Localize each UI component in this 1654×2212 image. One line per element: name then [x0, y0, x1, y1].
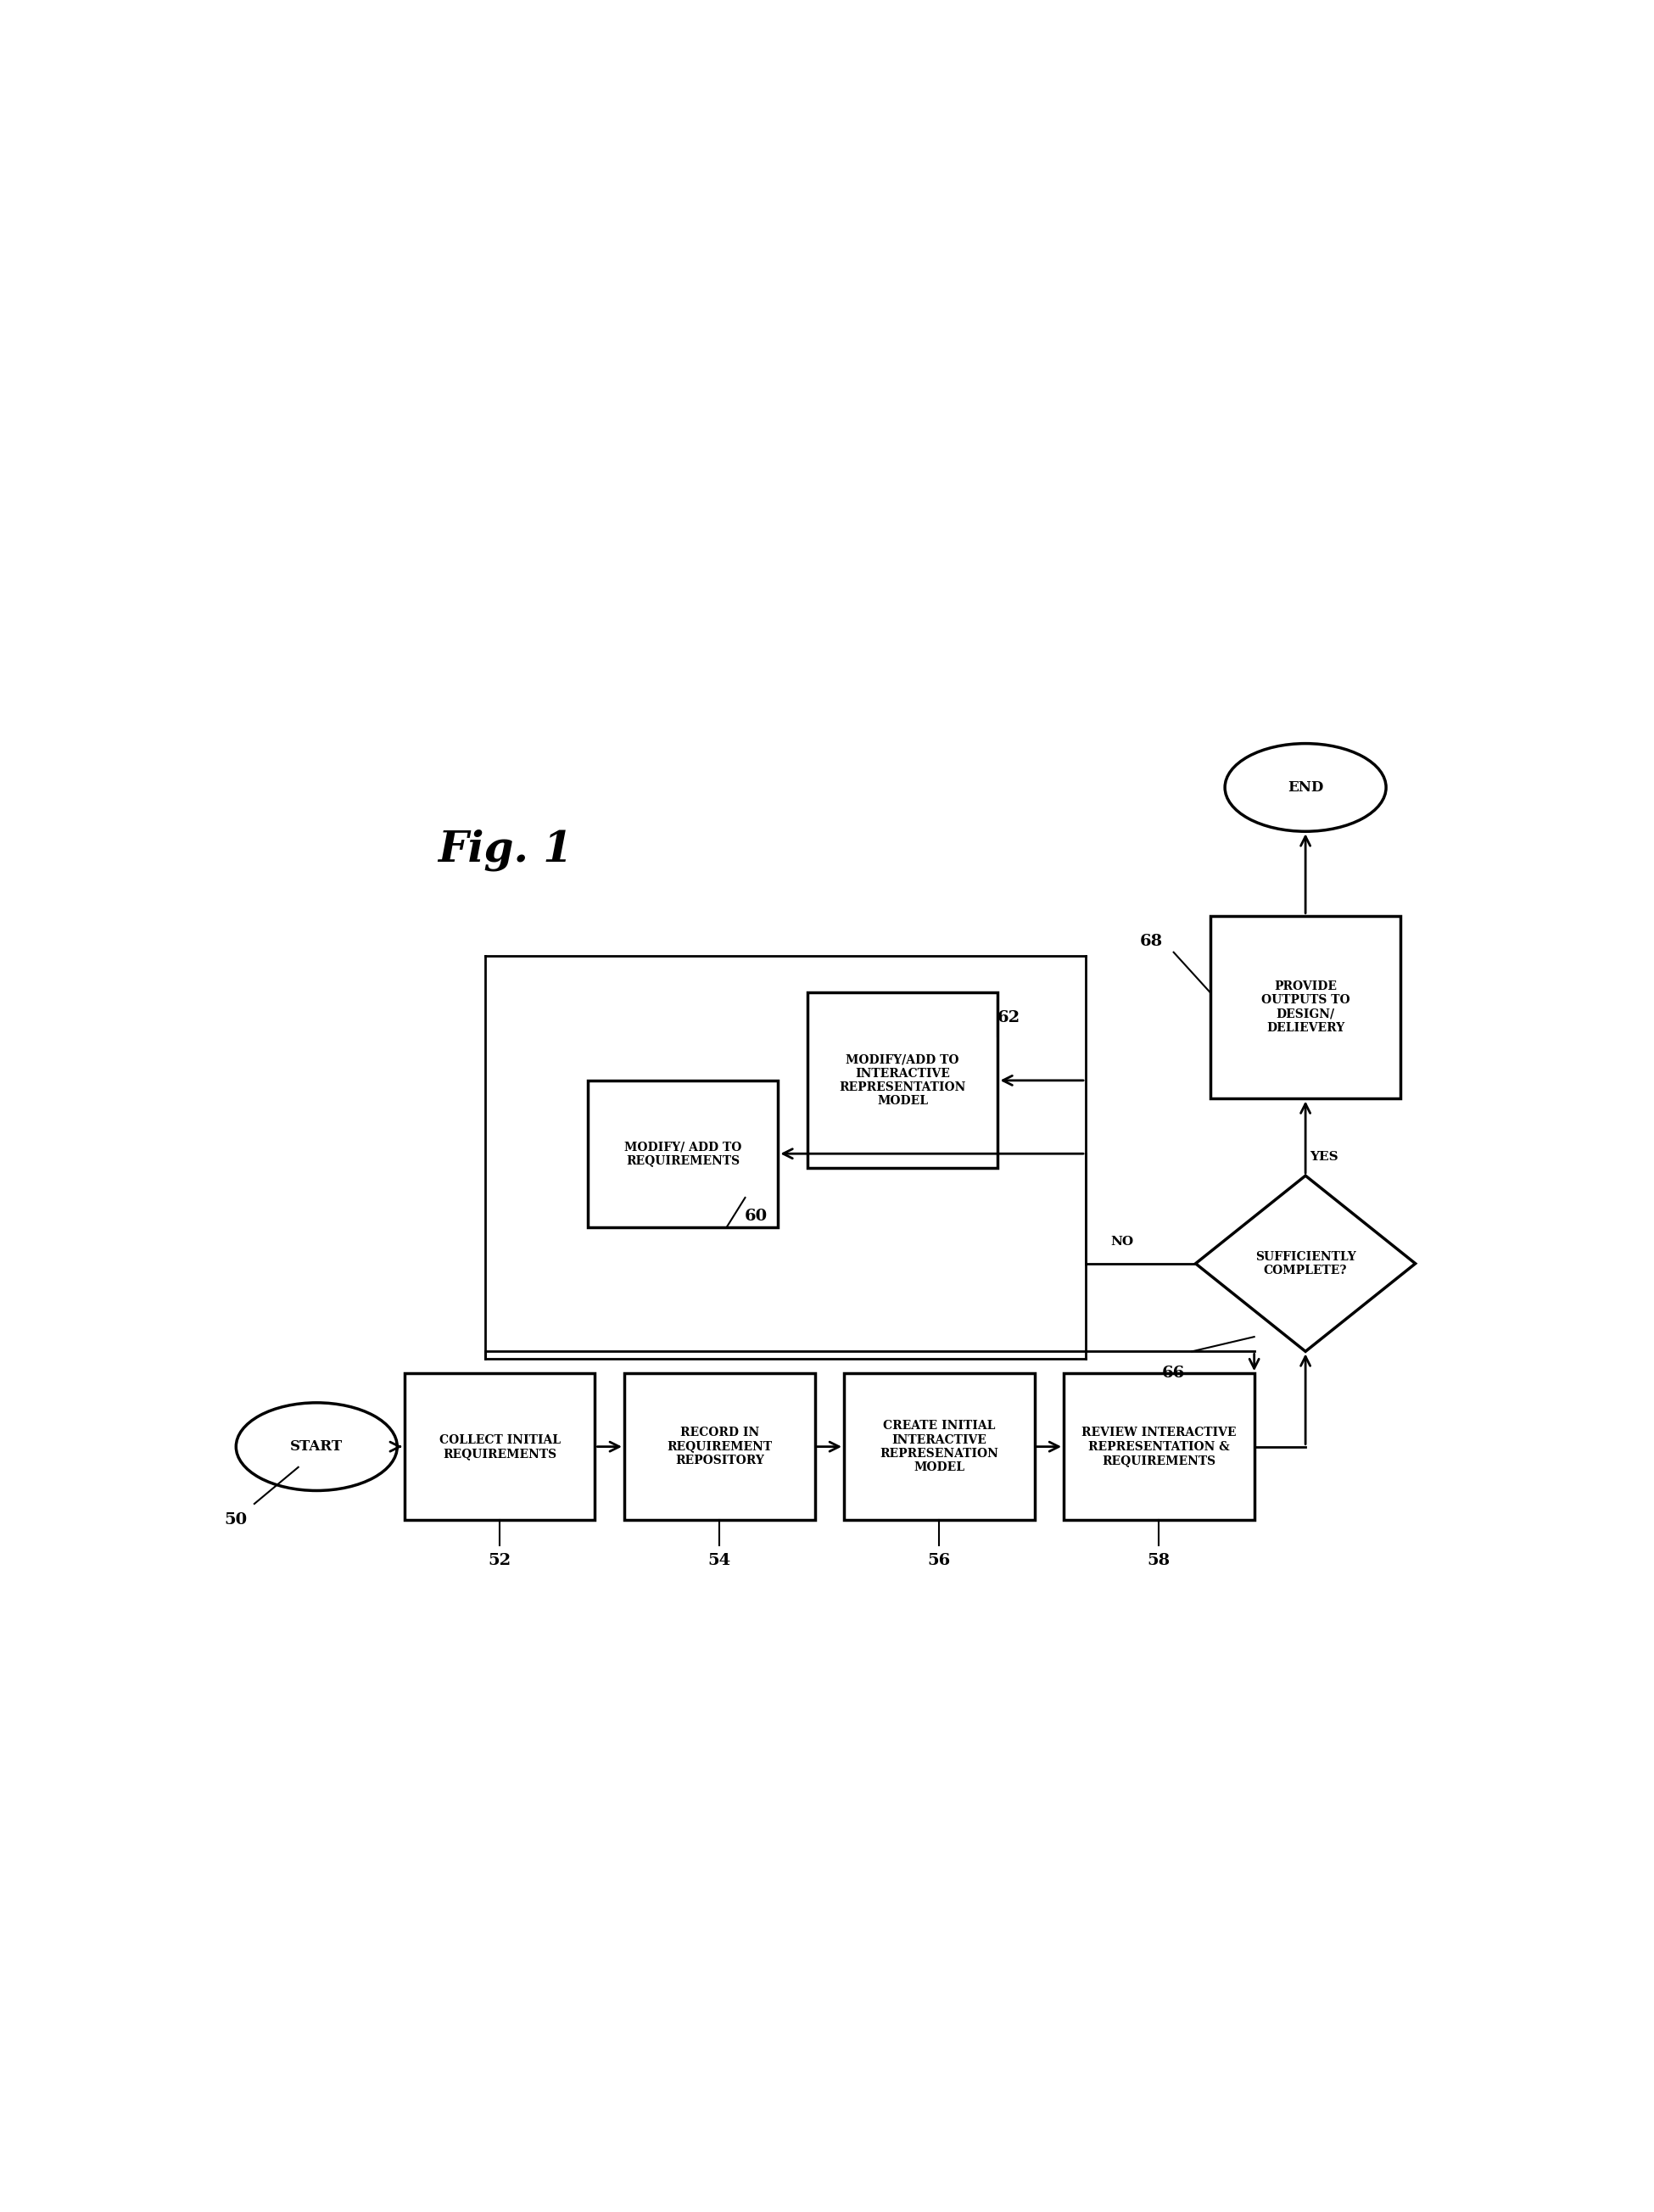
Text: PROVIDE
OUTPUTS TO
DESIGN/
DELIEVERY: PROVIDE OUTPUTS TO DESIGN/ DELIEVERY	[1260, 980, 1350, 1033]
Polygon shape	[1196, 1175, 1416, 1352]
Text: 56: 56	[928, 1553, 951, 1568]
Text: RECORD IN
REQUIREMENT
REPOSITORY: RECORD IN REQUIREMENT REPOSITORY	[667, 1427, 772, 1467]
Text: SUFFICIENTLY
COMPLETE?: SUFFICIENTLY COMPLETE?	[1255, 1250, 1356, 1276]
Text: 58: 58	[1148, 1553, 1171, 1568]
Text: START: START	[289, 1440, 342, 1453]
Text: 60: 60	[744, 1208, 767, 1223]
Text: 62: 62	[997, 1011, 1021, 1026]
Text: Fig. 1: Fig. 1	[437, 830, 572, 872]
Text: 52: 52	[488, 1553, 511, 1568]
Text: MODIFY/ADD TO
INTERACTIVE
REPRESENTATION
MODEL: MODIFY/ADD TO INTERACTIVE REPRESENTATION…	[839, 1053, 966, 1106]
Text: 54: 54	[708, 1553, 731, 1568]
Text: 66: 66	[1163, 1365, 1186, 1380]
Text: REVIEW INTERACTIVE
REPRESENTATION &
REQUIREMENTS: REVIEW INTERACTIVE REPRESENTATION & REQU…	[1082, 1427, 1237, 1467]
Text: END: END	[1287, 781, 1323, 794]
Text: COLLECT INITIAL
REQUIREMENTS: COLLECT INITIAL REQUIREMENTS	[438, 1433, 561, 1460]
Ellipse shape	[237, 1402, 397, 1491]
Ellipse shape	[1226, 743, 1386, 832]
FancyBboxPatch shape	[807, 993, 997, 1168]
Text: NO: NO	[1111, 1237, 1135, 1248]
FancyBboxPatch shape	[1064, 1374, 1254, 1520]
Text: 50: 50	[225, 1513, 248, 1528]
Text: CREATE INITIAL
INTERACTIVE
REPRESENATION
MODEL: CREATE INITIAL INTERACTIVE REPRESENATION…	[880, 1420, 999, 1473]
Text: YES: YES	[1310, 1150, 1338, 1164]
FancyBboxPatch shape	[624, 1374, 815, 1520]
Text: 68: 68	[1140, 933, 1163, 949]
FancyBboxPatch shape	[587, 1079, 777, 1228]
FancyBboxPatch shape	[405, 1374, 595, 1520]
FancyBboxPatch shape	[844, 1374, 1034, 1520]
FancyBboxPatch shape	[1211, 916, 1401, 1099]
Text: MODIFY/ ADD TO
REQUIREMENTS: MODIFY/ ADD TO REQUIREMENTS	[624, 1141, 741, 1166]
